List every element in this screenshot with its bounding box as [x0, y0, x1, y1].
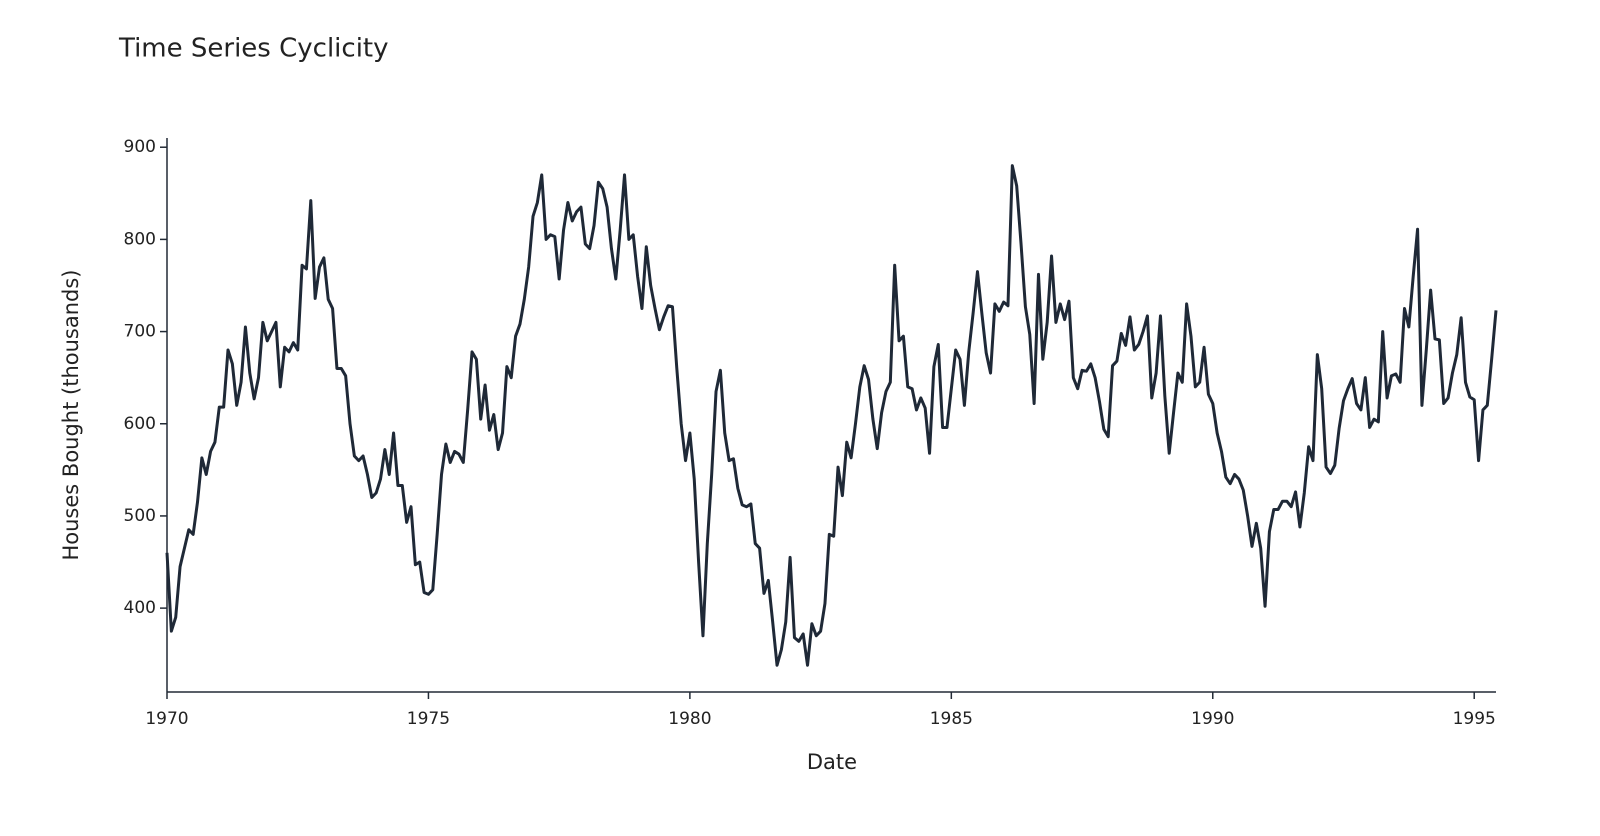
y-tick-label: 600: [124, 414, 156, 434]
x-tick-label: 1970: [145, 709, 188, 729]
x-tick-label: 1985: [930, 709, 973, 729]
y-tick-label: 800: [124, 229, 156, 249]
y-axis-label: Houses Bought (thousands): [59, 269, 83, 560]
x-tick-label: 1980: [668, 709, 711, 729]
x-tick-label: 1975: [407, 709, 450, 729]
chart-title: Time Series Cyclicity: [118, 34, 389, 64]
y-tick-label: 700: [124, 322, 156, 342]
x-tick-label: 1990: [1191, 709, 1234, 729]
y-tick-label: 400: [124, 598, 156, 618]
y-tick-label: 500: [124, 506, 156, 526]
data-line: [165, 164, 1498, 667]
y-tick-label: 900: [124, 137, 156, 157]
x-axis-label: Date: [807, 750, 857, 774]
x-tick-label: 1995: [1453, 709, 1496, 729]
